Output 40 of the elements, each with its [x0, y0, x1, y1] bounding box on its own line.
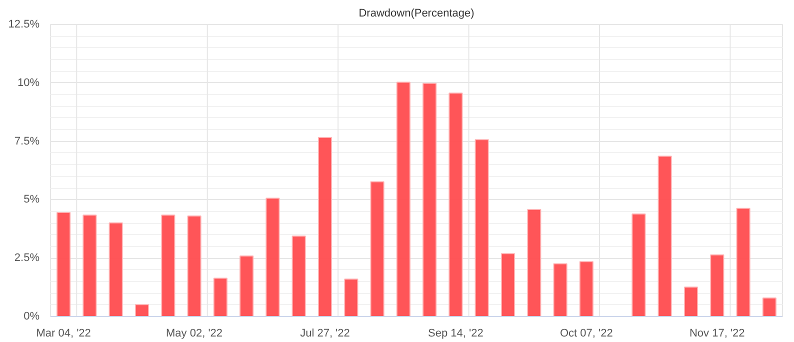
- bar: [108, 222, 123, 316]
- bar: [762, 298, 776, 316]
- bar: [527, 209, 542, 316]
- bar: [684, 286, 698, 316]
- bar: [187, 216, 202, 316]
- y-tick-label: 0%: [24, 310, 40, 322]
- bar: [500, 253, 516, 316]
- chart-title: Drawdown(Percentage): [358, 8, 474, 20]
- bar: [318, 137, 332, 316]
- bar: [396, 82, 410, 316]
- y-tick-label: 10%: [17, 76, 40, 89]
- bar: [658, 156, 672, 316]
- bar: [344, 278, 358, 316]
- x-tick-label: May 02, '22: [166, 328, 223, 340]
- bar: [632, 213, 646, 316]
- x-tick-label: Jul 27, '22: [300, 328, 350, 340]
- bar: [553, 263, 568, 316]
- bar: [710, 254, 724, 316]
- bar: [448, 92, 463, 316]
- bar: [736, 208, 750, 316]
- x-tick-label: Oct 07, '22: [560, 328, 613, 340]
- y-tick-label: 12.5%: [8, 18, 40, 30]
- y-tick-label: 7.5%: [14, 135, 40, 148]
- y-tick-label: 2.5%: [14, 252, 40, 264]
- y-tick-label: 5%: [24, 194, 40, 206]
- bar: [266, 198, 280, 316]
- x-tick-label: Sep 14, '22: [428, 328, 484, 340]
- bar: [370, 181, 384, 316]
- bar: [240, 256, 254, 316]
- bar: [213, 278, 228, 316]
- bar: [161, 214, 176, 316]
- bar: [579, 261, 594, 316]
- x-tick-label: Nov 17, '22: [689, 328, 745, 340]
- bar: [82, 214, 97, 316]
- bar: [474, 139, 489, 316]
- x-tick-label: Mar 04, '22: [36, 328, 91, 340]
- bar: [422, 82, 437, 316]
- bar: [56, 212, 71, 316]
- bar: [134, 304, 150, 316]
- bar: [292, 236, 306, 316]
